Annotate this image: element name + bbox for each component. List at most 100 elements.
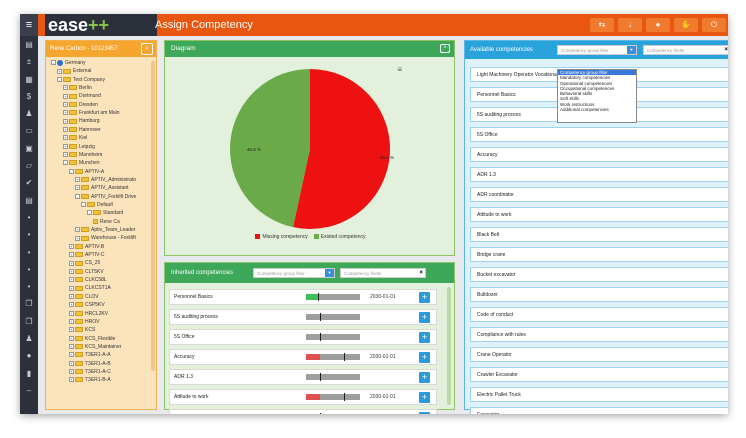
search-icon[interactable]: ⌕ [141, 43, 153, 55]
copy-icon[interactable]: ❐ [25, 316, 33, 326]
folder-icon[interactable]: ▱ [25, 161, 33, 171]
available-competency-item[interactable]: Black Belt [470, 227, 728, 242]
add-button[interactable]: + [419, 352, 430, 363]
expand-icon[interactable]: + [69, 377, 74, 383]
available-competency-item[interactable]: Excavator [470, 407, 728, 414]
available-competency-item[interactable]: Code of conduct [470, 307, 728, 322]
expand-icon[interactable]: + [63, 135, 68, 141]
expand-icon[interactable]: + [63, 110, 68, 116]
collapse-icon[interactable]: - [51, 60, 56, 66]
available-competency-item[interactable]: Electric Pallet Truck [470, 387, 728, 402]
expand-icon[interactable]: + [57, 68, 62, 74]
tree-node[interactable]: + KCS [69, 326, 95, 334]
expand-icon[interactable]: + [69, 327, 74, 333]
group-icon[interactable]: ♟ [25, 334, 33, 344]
tree-node[interactable]: + KCS_Flexible [69, 335, 115, 343]
pie-slice-existed[interactable] [229, 69, 310, 228]
dot-icon[interactable]: • [27, 282, 31, 292]
clear-icon[interactable]: × [419, 270, 423, 276]
tree-node[interactable]: + APTIV-C [69, 251, 104, 259]
dash-icon[interactable]: – [26, 385, 32, 395]
tree-node[interactable]: + T3ER1-A-C [69, 368, 111, 376]
menu-toggle-icon[interactable]: ≡ [20, 14, 38, 36]
available-competency-item[interactable]: Bridge crane [470, 247, 728, 262]
download-icon[interactable]: ↓ [618, 18, 642, 32]
tree-node[interactable]: - Test Company [57, 76, 105, 84]
tree-node[interactable]: + APTIV-B [69, 243, 104, 251]
tree-node[interactable]: + T3ER1-B-A [69, 376, 111, 384]
expand-icon[interactable]: + [69, 369, 74, 375]
available-competency-item[interactable]: Crane Operator [470, 347, 728, 362]
archive-icon[interactable]: ▤ [25, 195, 33, 205]
dropdown-option[interactable]: Occupational competences [560, 85, 615, 91]
hamburger-icon[interactable]: ≡ [397, 65, 402, 74]
expand-icon[interactable]: + [69, 335, 74, 341]
expand-icon[interactable]: + [69, 293, 74, 299]
dropdown-option[interactable]: Competency group filter [558, 70, 636, 76]
add-button[interactable]: + [419, 392, 430, 403]
collapse-icon[interactable]: - [63, 160, 68, 166]
expand-icon[interactable]: + [69, 260, 74, 266]
add-button[interactable]: + [419, 412, 430, 414]
tree-node[interactable]: + CLKC58L [69, 276, 107, 284]
expand-icon[interactable]: + [63, 126, 68, 132]
tree-node[interactable]: - Default [81, 201, 113, 209]
dropdown-option[interactable]: Soft skills [560, 96, 580, 102]
tree-node[interactable]: + Frankfurt am Main [63, 109, 120, 117]
expand-icon[interactable]: + [69, 360, 74, 366]
expand-icon[interactable]: + [63, 85, 68, 91]
tree-node[interactable]: + HRCL2KV [69, 310, 108, 318]
expand-icon[interactable]: + [69, 243, 74, 249]
person-switch-icon[interactable]: ⇆ [590, 18, 614, 32]
expand-icon[interactable]: + [69, 319, 74, 325]
tree-node[interactable]: + KCS_Maintainer [69, 343, 121, 351]
tree-node[interactable]: + CLT5KV [69, 268, 104, 276]
expand-icon[interactable]: + [63, 152, 68, 158]
tree-node[interactable]: - Standard [87, 209, 123, 217]
tree-node[interactable]: + CLOV [69, 293, 99, 301]
tree-node[interactable]: + Kiel [63, 134, 87, 142]
dropdown-option[interactable]: Work instructions [560, 101, 595, 107]
available-competency-item[interactable]: Bucket excavator [470, 267, 728, 282]
tree-node[interactable]: + Dortmund [63, 92, 101, 100]
available-competency-item[interactable]: ADR 1.3 [470, 167, 728, 182]
tree-node[interactable]: + Mannheim [63, 151, 102, 159]
expand-icon[interactable]: + [63, 93, 68, 99]
competency-finder-input[interactable]: Competency finder × [340, 268, 426, 278]
user-icon[interactable]: ● [646, 18, 670, 32]
tree-node[interactable]: + Hamburg [63, 117, 100, 125]
document-icon[interactable]: ▭ [25, 126, 33, 136]
sort-icon[interactable]: ± [26, 57, 32, 67]
dollar-icon[interactable]: $ [26, 91, 32, 101]
tree-node[interactable]: Rene Ca [93, 218, 120, 226]
expand-icon[interactable]: + [63, 143, 68, 149]
dot-icon[interactable]: • [27, 212, 31, 222]
expand-icon[interactable]: + [75, 235, 80, 241]
tree-node[interactable]: + HROV [69, 318, 99, 326]
available-competency-item[interactable]: Compliance with rules [470, 327, 728, 342]
expand-icon[interactable]: + [69, 277, 74, 283]
available-finder-input[interactable]: Competency finder × [643, 45, 728, 55]
inherited-scrollbar[interactable] [447, 287, 451, 405]
expand-icon[interactable]: + [69, 310, 74, 316]
tree-node[interactable]: + Warehouse - Forklift [75, 234, 136, 242]
clear-icon[interactable]: × [724, 47, 728, 53]
tree-node[interactable]: - Germany [51, 59, 86, 67]
chevron-down-icon[interactable]: ▼ [325, 269, 334, 277]
expand-icon[interactable]: + [69, 352, 74, 358]
dropdown-option[interactable]: Mandatory competencies [560, 75, 611, 81]
handshake-icon[interactable]: ✋ [674, 18, 698, 32]
tree-node[interactable]: + T3ER1-A-B [69, 360, 111, 368]
tree-scrollbar[interactable] [151, 61, 155, 371]
tree-node[interactable]: + CSP5KV [69, 301, 105, 309]
chevron-down-icon[interactable]: ▼ [627, 46, 636, 54]
pie-slice-missing[interactable] [293, 69, 390, 229]
expand-icon[interactable]: + [75, 185, 80, 191]
collapse-icon[interactable]: - [81, 202, 86, 208]
available-competency-item[interactable]: Bulldozer [470, 287, 728, 302]
collapse-icon[interactable]: - [69, 168, 74, 174]
expand-icon[interactable]: + [75, 177, 80, 183]
collapse-icon[interactable]: - [87, 210, 92, 216]
tree-node[interactable]: + External [57, 67, 91, 75]
copy-icon[interactable]: ❐ [25, 299, 33, 309]
